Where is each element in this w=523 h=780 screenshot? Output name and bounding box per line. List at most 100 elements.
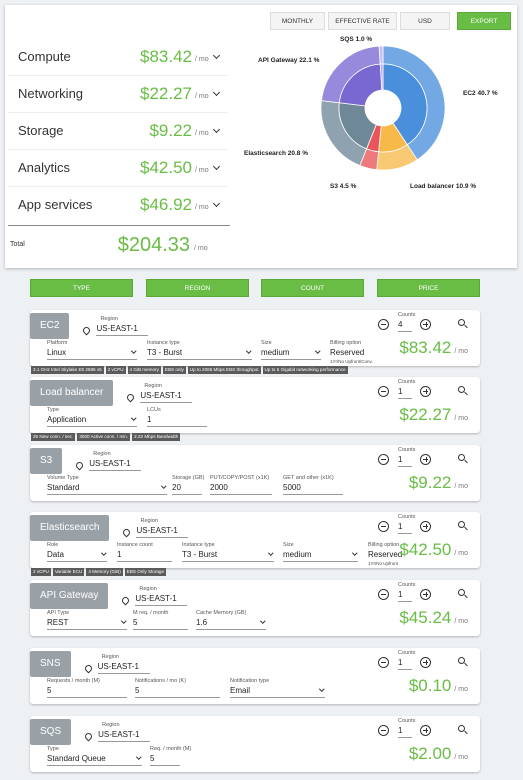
pin-icon <box>120 595 131 606</box>
search-icon[interactable] <box>458 521 465 528</box>
plus-button[interactable] <box>420 386 431 397</box>
field: Notifications / mo (K) 5 <box>135 678 220 698</box>
toolbar-button[interactable]: EFFECTIVE RATE <box>328 12 397 30</box>
field-value[interactable]: Email <box>230 686 325 698</box>
field-label: Req. / month (M) <box>150 746 192 752</box>
region-label: Region <box>102 722 120 728</box>
field-value[interactable]: 5 <box>150 754 180 766</box>
plus-button[interactable] <box>420 521 431 532</box>
field-value[interactable]: T3 - Burst <box>182 550 274 562</box>
search-icon[interactable] <box>458 589 465 596</box>
field-value[interactable]: 5000 <box>283 483 343 495</box>
count-value[interactable]: 4 <box>398 320 412 332</box>
tag-row: 3.1 GHz Intel Skylake E5 2686 v5 2 vCPU 4 … <box>31 366 350 374</box>
field-value[interactable]: REST <box>47 618 127 630</box>
region-value[interactable]: US-EAST-1 <box>140 391 193 403</box>
pin-icon <box>82 325 92 336</box>
plus-bar <box>425 727 427 733</box>
field: GET and other (x1K) 5000 <box>283 475 343 495</box>
service-card: Load balancer Region US-EAST-1 Counts 1 Type A… <box>30 377 480 433</box>
field-value[interactable]: 5 <box>47 686 127 698</box>
divider <box>8 225 230 226</box>
count-value[interactable]: 1 <box>398 590 412 602</box>
field-label: Platform <box>47 340 68 346</box>
count-value[interactable]: 1 <box>398 726 412 738</box>
dropdown-caret <box>120 618 126 624</box>
field-label: Storage (GB) <box>172 475 205 481</box>
minus-button[interactable] <box>378 319 389 330</box>
field-value[interactable]: 1.6 <box>196 618 266 630</box>
region-value[interactable]: US-EAST-1 <box>97 662 150 674</box>
toolbar-button[interactable]: MONTHLY <box>270 12 325 30</box>
summary-price: $42.50 <box>140 158 192 177</box>
toolbar-button[interactable]: USD <box>400 12 450 30</box>
filter-button[interactable]: REGION <box>146 279 249 297</box>
filter-button[interactable]: COUNT <box>261 279 364 297</box>
minus-button[interactable] <box>378 657 389 668</box>
divider <box>8 149 228 150</box>
spec-tag: 2.22 Mbps Bandwidth <box>132 433 181 441</box>
field-value[interactable]: medium <box>283 550 358 562</box>
minus-button[interactable] <box>378 589 389 600</box>
minus-button[interactable] <box>378 725 389 736</box>
field: Storage (GB) 20 <box>172 475 205 495</box>
field-value[interactable]: Application <box>47 415 137 427</box>
minus-button[interactable] <box>378 521 389 532</box>
plus-bar <box>425 456 427 462</box>
slice-percent: 40.7 % <box>477 90 497 97</box>
field-value[interactable]: Reserved <box>368 550 403 559</box>
search-handle <box>464 662 468 667</box>
plus-button[interactable] <box>420 657 431 668</box>
spec-tag: 25 New conn. / sec. <box>31 433 76 441</box>
region-value[interactable]: US-EAST-1 <box>89 459 142 471</box>
field-label: Volume Type <box>47 475 79 481</box>
count-value[interactable]: 1 <box>398 522 412 534</box>
search-handle <box>464 391 468 396</box>
field-value[interactable]: Linux <box>47 348 137 360</box>
field-value[interactable]: 5 <box>135 686 220 698</box>
minus-button[interactable] <box>378 386 389 397</box>
field-value[interactable]: medium <box>261 348 321 360</box>
region-group: Region US-EAST-1 <box>140 383 193 403</box>
slice-percent: 4.5 % <box>340 183 357 190</box>
region-value[interactable]: US-EAST-1 <box>96 324 149 336</box>
minus-button[interactable] <box>378 454 389 465</box>
field-value[interactable]: Reserved <box>330 348 365 357</box>
filter-button[interactable]: TYPE <box>30 279 133 297</box>
region-value[interactable]: US-EAST-1 <box>135 594 188 606</box>
field-value[interactable]: T3 - Burst <box>147 348 252 360</box>
search-icon[interactable] <box>458 386 465 393</box>
spec-tag: 4 Memory (GiB) <box>86 568 123 576</box>
count-value[interactable]: 1 <box>398 658 412 670</box>
service-price: $45.24 <box>399 608 452 627</box>
field-value[interactable]: 1 <box>117 550 172 562</box>
dropdown-caret <box>160 483 166 489</box>
field-value[interactable]: 20 <box>172 483 202 495</box>
field-value[interactable]: 2000 <box>210 483 272 495</box>
plus-button[interactable] <box>420 319 431 330</box>
field-value[interactable]: Data <box>47 550 107 562</box>
field-value[interactable]: Standard <box>47 483 167 495</box>
region-value[interactable]: US-EAST-1 <box>136 526 189 538</box>
export-button[interactable]: EXPORT <box>457 12 511 30</box>
spec-tag: Up to 2085 Mbps EBS throughput <box>187 366 261 374</box>
filter-button[interactable]: PRICE <box>377 279 480 297</box>
search-icon[interactable] <box>458 454 465 461</box>
search-icon[interactable] <box>458 657 465 664</box>
summary-unit: / mo <box>195 167 209 174</box>
plus-button[interactable] <box>420 454 431 465</box>
plus-button[interactable] <box>420 589 431 600</box>
search-icon[interactable] <box>458 319 465 326</box>
count-value[interactable]: 1 <box>398 455 412 467</box>
count-value[interactable]: 1 <box>398 387 412 399</box>
field-value[interactable]: 1 <box>147 415 207 427</box>
field: Size medium <box>261 340 321 360</box>
plus-button[interactable] <box>420 725 431 736</box>
pin-icon <box>122 527 132 538</box>
search-icon[interactable] <box>458 725 465 732</box>
field-value[interactable]: 5 <box>133 618 188 630</box>
field-value[interactable]: Standard Queue <box>47 754 142 766</box>
region-value[interactable]: US-EAST-1 <box>98 730 151 742</box>
price-group: $42.50/ mo <box>399 540 468 560</box>
